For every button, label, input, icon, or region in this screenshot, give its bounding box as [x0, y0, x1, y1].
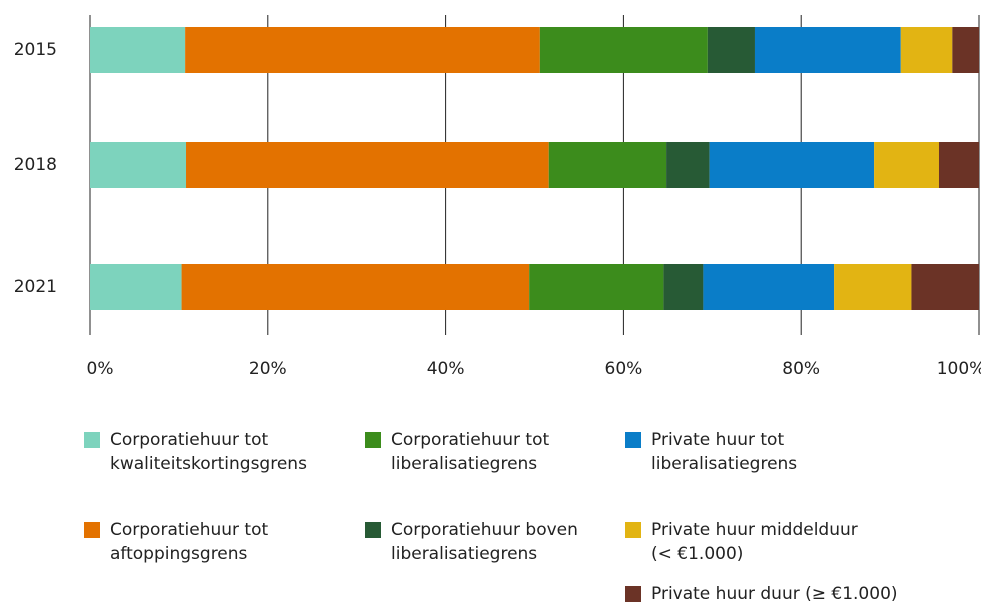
- bar-segment: [529, 264, 664, 310]
- legend-swatch: [84, 432, 100, 448]
- legend-label: Private huur middelduur (< €1.000): [651, 520, 858, 564]
- legend-item: Private huur middelduur (< €1.000): [625, 518, 858, 566]
- x-tick-label: 60%: [605, 359, 643, 379]
- bar-segment: [900, 27, 953, 73]
- x-tick-label: 80%: [782, 359, 820, 379]
- bar-segment: [754, 27, 901, 73]
- bar-segment: [709, 142, 875, 188]
- legend-swatch: [625, 586, 641, 602]
- bar-segment: [938, 142, 979, 188]
- bar-segment: [703, 264, 835, 310]
- legend-item: Corporatiehuur tot liberalisatiegrens: [365, 428, 549, 476]
- bar-segment: [181, 264, 530, 310]
- bar-segment: [185, 27, 540, 73]
- bar-segment: [548, 142, 667, 188]
- x-tick-label: 100%: [937, 359, 981, 379]
- y-tick-label: 2018: [14, 155, 57, 175]
- bar-segment: [874, 142, 939, 188]
- bar-segment: [911, 264, 979, 310]
- y-tick-label: 2021: [14, 277, 57, 297]
- legend-swatch: [365, 432, 381, 448]
- legend-swatch: [625, 522, 641, 538]
- legend-swatch: [625, 432, 641, 448]
- legend-item: Private huur tot liberalisatiegrens: [625, 428, 797, 476]
- legend-label: Corporatiehuur tot kwaliteitskortingsgre…: [110, 430, 307, 474]
- bar-segment: [663, 264, 704, 310]
- bar-segment: [90, 142, 187, 188]
- legend-label: Corporatiehuur tot liberalisatiegrens: [391, 430, 550, 474]
- bar-segment: [90, 27, 186, 73]
- legend-item: Corporatiehuur tot kwaliteitskortingsgre…: [84, 428, 307, 476]
- bar-segment: [90, 264, 182, 310]
- legend-label: Private huur tot liberalisatiegrens: [651, 430, 798, 474]
- legend-label: Private huur duur (≥ €1.000): [651, 584, 898, 604]
- legend-item: Corporatiehuur boven liberalisatiegrens: [365, 518, 578, 566]
- bar-segment: [952, 27, 979, 73]
- chart: 0% 20% 40% 60% 80% 100% 2015 2018 2021: [14, 15, 981, 379]
- legend-label: Corporatiehuur tot aftoppingsgrens: [110, 520, 269, 564]
- bar-segment: [834, 264, 912, 310]
- legend-swatch: [365, 522, 381, 538]
- bar-segment: [539, 27, 708, 73]
- legend-label: Corporatiehuur boven liberalisatiegrens: [391, 520, 578, 564]
- x-tick-label: 20%: [249, 359, 287, 379]
- bar-segment: [666, 142, 710, 188]
- bar-segment: [707, 27, 755, 73]
- x-tick-label: 40%: [427, 359, 465, 379]
- legend-item: Private huur duur (≥ €1.000): [625, 582, 898, 605]
- x-tick-label: 0%: [87, 359, 114, 379]
- bar-segment: [186, 142, 549, 188]
- legend-item: Corporatiehuur tot aftoppingsgrens: [84, 518, 268, 566]
- y-tick-label: 2015: [14, 40, 57, 60]
- legend-swatch: [84, 522, 100, 538]
